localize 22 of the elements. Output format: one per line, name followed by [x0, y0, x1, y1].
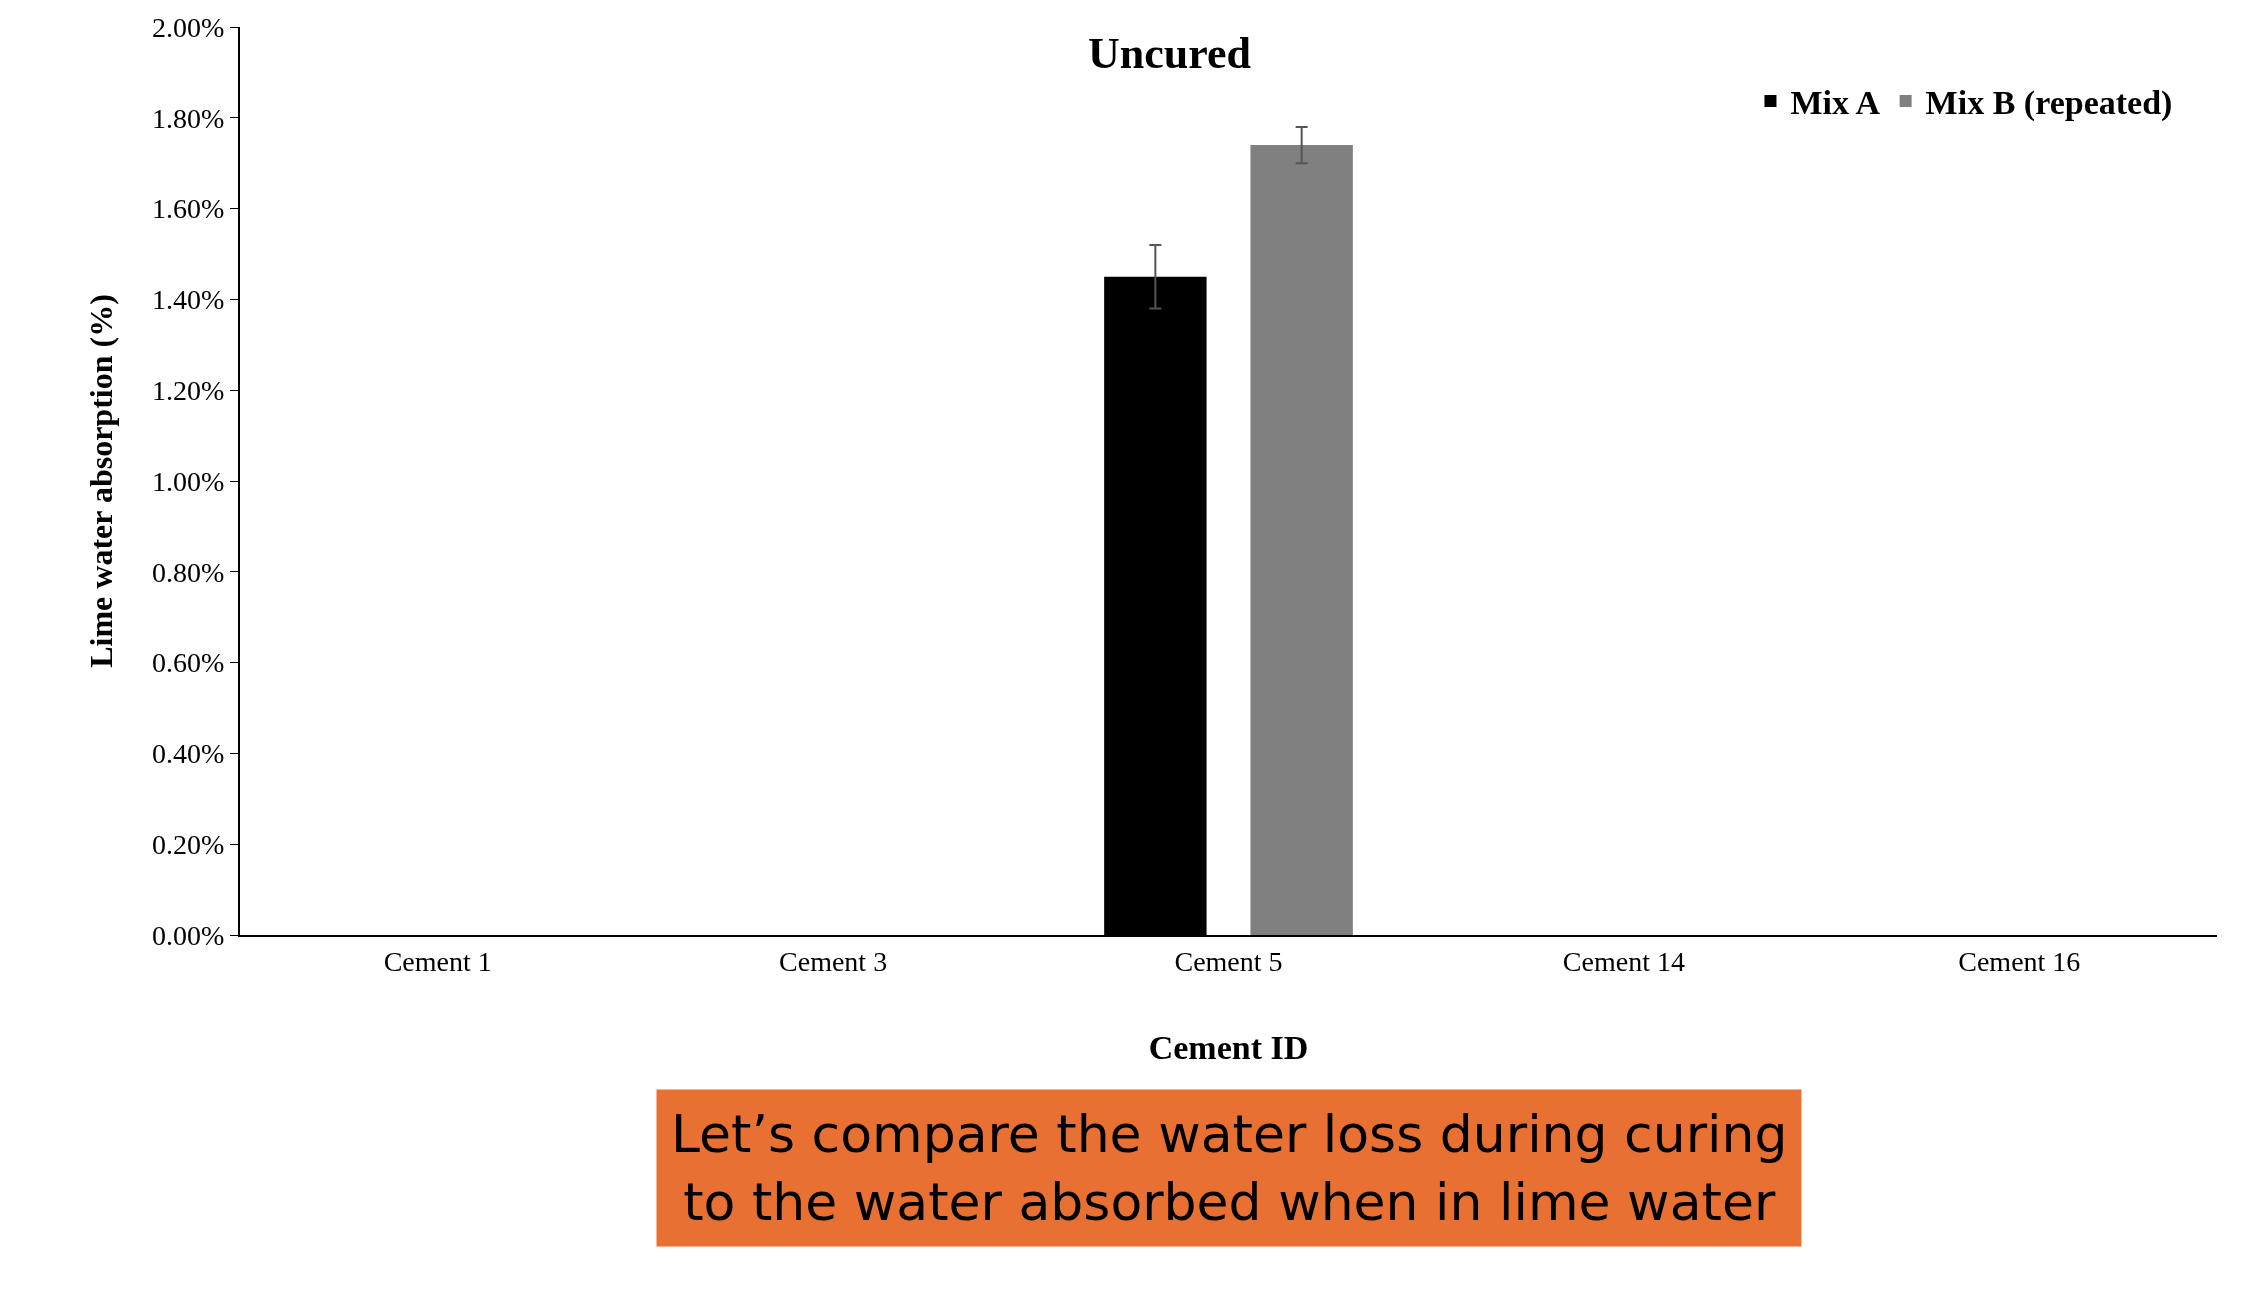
x-tick-label: Cement 16 — [1958, 945, 2081, 977]
x-axis-title: Cement ID — [1148, 1029, 1309, 1067]
y-tick-label: 0.40% — [152, 738, 225, 770]
y-tick-label: 0.20% — [152, 829, 225, 860]
legend-label: Mix B (repeated) — [1925, 84, 2173, 123]
y-axis-title: Lime water absorption (%) — [82, 294, 119, 668]
y-tick-label: 1.60% — [152, 193, 225, 225]
x-tick-label: Cement 14 — [1562, 945, 1685, 977]
y-tick-label: 0.00% — [152, 919, 225, 951]
y-tick-label: 1.20% — [152, 375, 225, 406]
legend-label: Mix A — [1790, 84, 1881, 122]
chart-title: Uncured — [1088, 29, 1251, 78]
y-tick-label: 1.40% — [152, 284, 225, 316]
y-tick-label: 2.00% — [152, 11, 225, 43]
text: Let’s compare the water loss during curing to the water absorbed when in lime water — [671, 1104, 1788, 1232]
x-tick-label: Cement 5 — [1174, 945, 1283, 977]
y-tick-label: 0.80% — [152, 556, 225, 588]
x-tick-label: Cement 1 — [383, 945, 492, 977]
y-tick-label: 1.80% — [152, 102, 225, 134]
y-tick-label: 0.60% — [152, 647, 225, 679]
y-tick-label: 1.00% — [152, 465, 225, 497]
x-tick-label: Cement 3 — [779, 945, 888, 977]
